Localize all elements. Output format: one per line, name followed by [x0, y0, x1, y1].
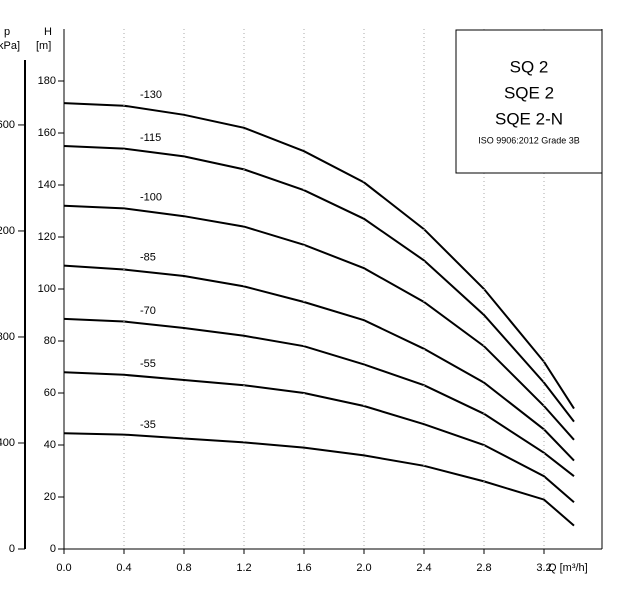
y-tick-label: 120	[38, 231, 56, 243]
x-tick-label: 0.4	[116, 562, 131, 574]
y-tick-label: 100	[38, 283, 56, 295]
chart-title: SQE 2-N	[495, 109, 563, 128]
curve-label: -35	[140, 419, 156, 431]
curve-label: -85	[140, 252, 156, 264]
curve	[63, 371, 575, 503]
x-tick-label: 0.8	[176, 562, 191, 574]
y-tick-label: 80	[44, 335, 56, 347]
y2-tick-label: 0	[9, 543, 15, 555]
chart-title: SQE 2	[504, 83, 554, 102]
y2-tick-label: 1200	[0, 225, 15, 237]
curve	[63, 264, 575, 462]
x-tick-label: 1.2	[236, 562, 251, 574]
curve-label: -130	[140, 89, 162, 101]
y-tick-label: 140	[38, 179, 56, 191]
x-tick-label: 2.4	[416, 562, 431, 574]
y2-tick-label: 1600	[0, 119, 15, 131]
y2-axis-unit: [kPa]	[0, 40, 20, 52]
y-tick-label: 20	[44, 491, 56, 503]
x-axis-label: Q [m³/h]	[548, 562, 588, 574]
curve	[63, 317, 575, 477]
y-tick-label: 60	[44, 387, 56, 399]
curve	[63, 145, 575, 423]
x-tick-label: 0.0	[56, 562, 71, 574]
chart-subtitle: ISO 9906:2012 Grade 3B	[478, 135, 580, 145]
y-tick-label: 180	[38, 75, 56, 87]
y-axis-unit: [m]	[36, 40, 51, 52]
curve	[63, 204, 575, 441]
y-tick-label: 40	[44, 439, 56, 451]
curve-label: -100	[140, 192, 162, 204]
curve	[63, 432, 575, 527]
x-tick-label: 2.0	[356, 562, 371, 574]
y-tick-label: 0	[50, 543, 56, 555]
x-tick-label: 1.6	[296, 562, 311, 574]
y2-tick-label: 800	[0, 331, 15, 343]
y-tick-label: 160	[38, 127, 56, 139]
curve	[63, 102, 575, 410]
curve-label: -70	[140, 305, 156, 317]
x-tick-label: 2.8	[476, 562, 491, 574]
chart-title: SQ 2	[510, 57, 549, 76]
y2-axis-label: p	[4, 26, 10, 38]
title-box	[455, 29, 603, 174]
x-tick-label: 3.2	[536, 562, 551, 574]
curve-label: -115	[140, 132, 161, 144]
y-axis-label: H	[44, 26, 52, 38]
y2-tick-label: 400	[0, 437, 15, 449]
curve-label: -55	[140, 358, 156, 370]
